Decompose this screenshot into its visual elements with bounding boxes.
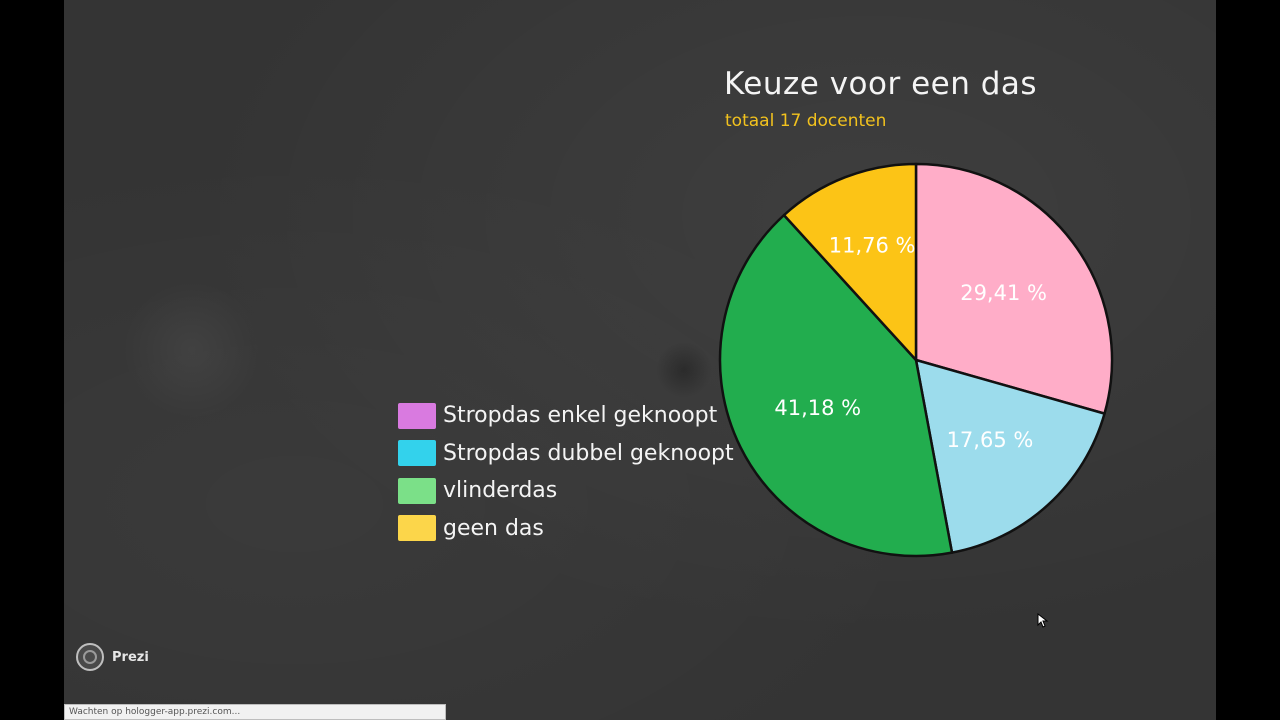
chart-subtitle: totaal 17 docenten xyxy=(725,111,887,131)
legend-swatch xyxy=(398,440,436,467)
pie-slice xyxy=(914,358,1106,554)
slice-data-label: 11,76 % xyxy=(829,234,916,258)
legend-item: geen das xyxy=(398,510,734,548)
legend-swatch xyxy=(398,402,436,429)
legend-item: vlinderdas xyxy=(398,472,734,510)
slice-data-label: 41,18 % xyxy=(774,396,861,420)
browser-status-bar: Wachten op hologger-app.prezi.com... xyxy=(64,704,446,720)
pie-slice xyxy=(718,213,954,558)
prezi-logo-icon xyxy=(76,643,104,671)
legend-item: Stropdas dubbel geknoopt xyxy=(398,435,734,473)
pie-slice xyxy=(782,162,918,362)
legend-label: vlinderdas xyxy=(443,478,558,504)
legend-swatch xyxy=(398,515,436,542)
legend-label: geen das xyxy=(443,515,544,541)
slice-data-label: 29,41 % xyxy=(960,281,1047,305)
chart-legend: Stropdas enkel geknoopt Stropdas dubbel … xyxy=(398,397,734,547)
legend-label: Stropdas enkel geknoopt xyxy=(443,403,718,429)
prezi-label: Prezi xyxy=(112,649,149,665)
pie-chart: 29,41 % 17,65 % 41,18 % 11,76 % xyxy=(718,162,1114,558)
legend-swatch xyxy=(398,477,436,504)
legend-item: Stropdas enkel geknoopt xyxy=(398,397,734,435)
pie-slice xyxy=(914,162,1114,415)
mouse-cursor-icon xyxy=(1037,613,1049,628)
slice-data-label: 17,65 % xyxy=(947,428,1034,452)
legend-label: Stropdas dubbel geknoopt xyxy=(443,440,734,466)
chart-title: Keuze voor een das xyxy=(724,66,1038,102)
prezi-badge[interactable]: Prezi xyxy=(76,643,149,671)
